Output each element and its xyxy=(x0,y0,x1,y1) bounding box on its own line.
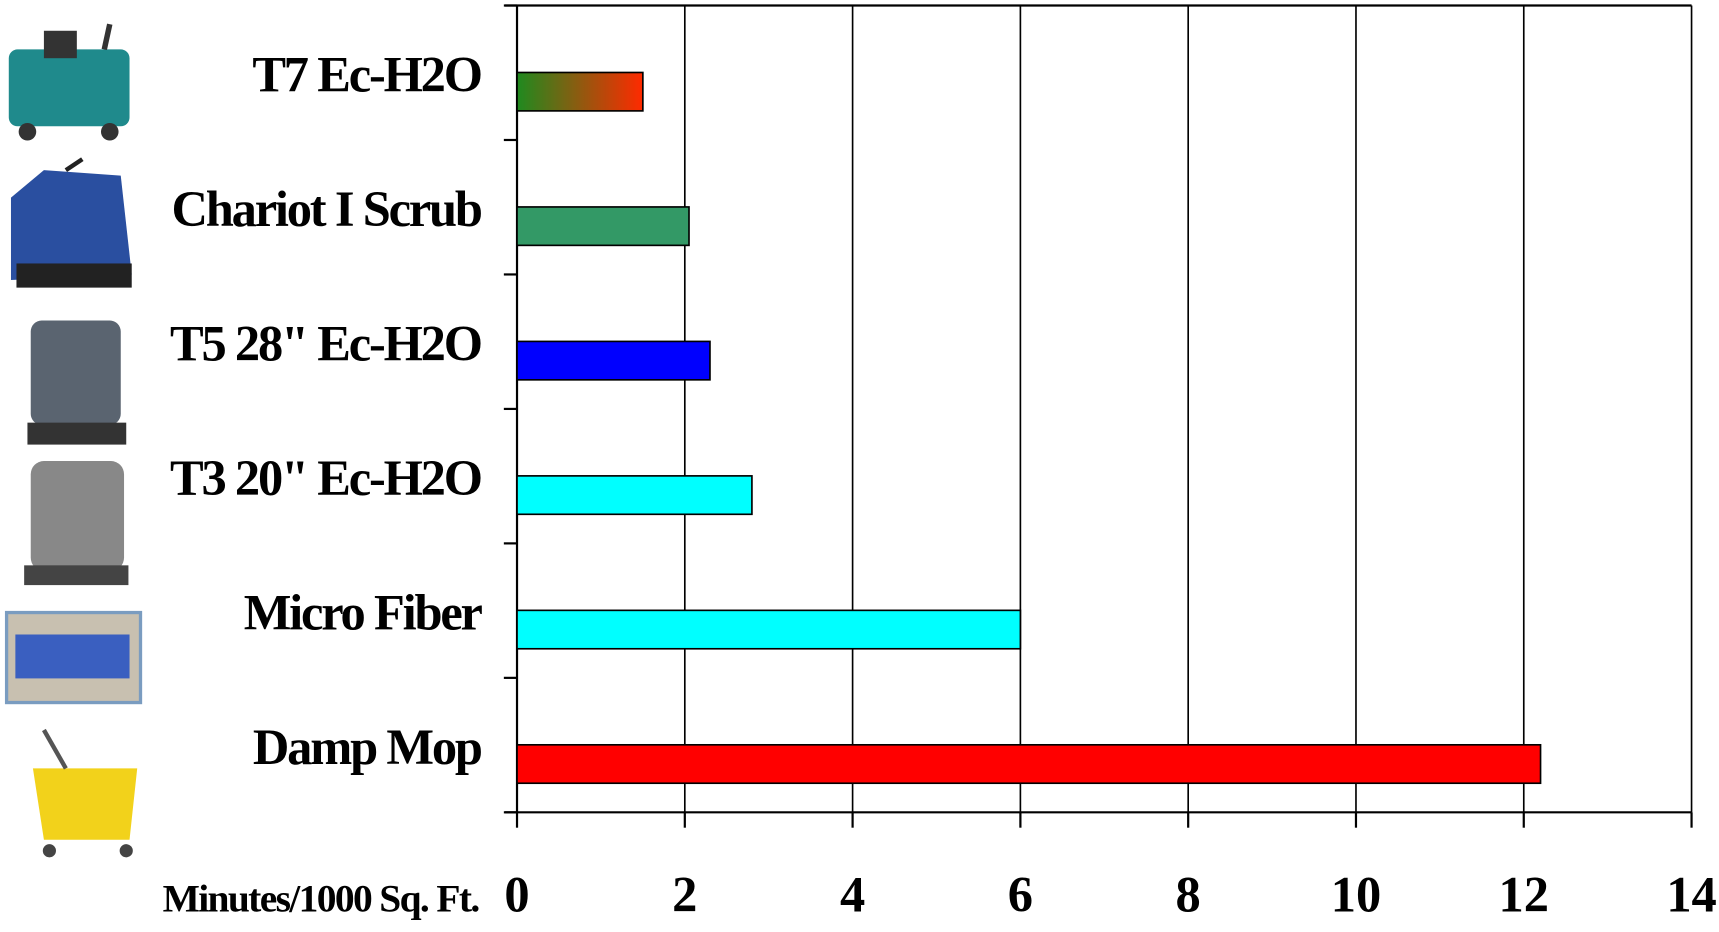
icon-t3 xyxy=(24,461,129,586)
x-axis-label: Minutes/1000 Sq. Ft. xyxy=(163,876,480,920)
bar xyxy=(516,206,690,247)
bar xyxy=(516,743,1542,785)
bar xyxy=(516,475,753,516)
bar xyxy=(516,340,711,381)
category-label: Micro Fiber xyxy=(244,585,483,641)
icon-damp-mop xyxy=(32,728,138,858)
icon-micro-fiber xyxy=(4,610,143,705)
x-tick-label: 0 xyxy=(504,867,529,923)
x-tick-label: 10 xyxy=(1331,867,1381,923)
category-label: Damp Mop xyxy=(253,719,482,775)
category-label: T7 Ec-H2O xyxy=(252,47,480,103)
bar xyxy=(516,71,644,112)
category-label: Chariot I Scrub xyxy=(172,181,482,237)
category-label: T3 20" Ec-H2O xyxy=(170,450,481,506)
icon-t7 xyxy=(8,23,130,141)
x-tick-label: 2 xyxy=(672,867,697,923)
icon-t5 xyxy=(27,320,127,445)
category-label: T5 28" Ec-H2O xyxy=(170,316,481,372)
icon-chariot xyxy=(10,157,132,288)
x-tick-label: 6 xyxy=(1008,867,1033,923)
x-tick-label: 8 xyxy=(1176,867,1201,923)
x-tick-label: 12 xyxy=(1499,867,1549,923)
x-tick-label: 14 xyxy=(1666,867,1716,923)
x-tick-label: 4 xyxy=(840,867,865,923)
bar xyxy=(516,609,1022,650)
